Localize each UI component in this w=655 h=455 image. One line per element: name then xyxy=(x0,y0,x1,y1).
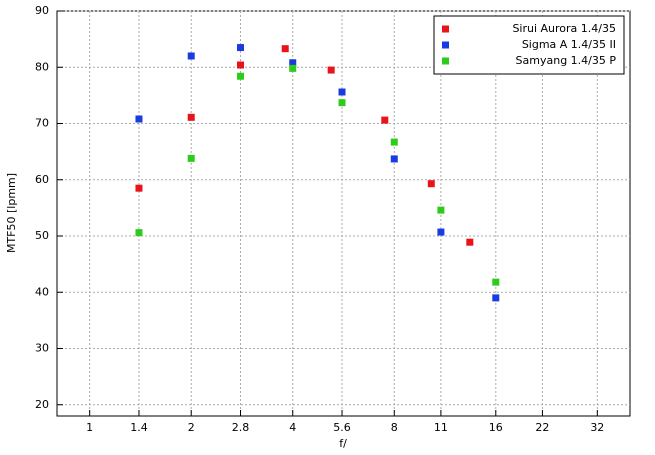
legend-marker xyxy=(442,57,449,65)
point xyxy=(338,88,346,96)
y-tick-label: 70 xyxy=(35,117,49,130)
point xyxy=(236,72,244,80)
point xyxy=(492,294,500,302)
point xyxy=(390,155,398,163)
point xyxy=(187,154,195,162)
point xyxy=(289,59,297,67)
point xyxy=(187,113,195,121)
point xyxy=(135,229,143,237)
legend-marker xyxy=(442,41,449,49)
y-tick-label: 80 xyxy=(35,60,49,73)
x-tick-label: 5.6 xyxy=(333,421,351,434)
x-tick-label: 11 xyxy=(434,421,448,434)
x-tick-label: 1 xyxy=(86,421,93,434)
y-axis-label: MTF50 [lpmm] xyxy=(5,173,18,253)
x-tick-label: 8 xyxy=(391,421,398,434)
y-tick-label: 90 xyxy=(35,4,49,17)
legend-label: Sirui Aurora 1.4/35 xyxy=(512,22,616,35)
legend-label: Samyang 1.4/35 P xyxy=(516,54,617,67)
point xyxy=(236,44,244,52)
x-tick-label: 2.8 xyxy=(232,421,250,434)
y-tick-label: 60 xyxy=(35,173,49,186)
point xyxy=(338,99,346,107)
x-tick-label: 2 xyxy=(188,421,195,434)
point xyxy=(437,228,445,236)
legend-marker xyxy=(442,25,449,33)
point xyxy=(381,116,389,124)
point xyxy=(135,115,143,123)
legend-label: Sigma A 1.4/35 II xyxy=(522,38,616,51)
legend-box xyxy=(433,15,625,75)
x-tick-label: 32 xyxy=(590,421,604,434)
y-tick-label: 50 xyxy=(35,229,49,242)
point xyxy=(236,61,244,69)
point xyxy=(427,180,435,188)
x-tick-label: 22 xyxy=(535,421,549,434)
y-tick-label: 30 xyxy=(35,342,49,355)
point xyxy=(492,278,500,286)
x-tick-label: 4 xyxy=(289,421,296,434)
y-tick-label: 20 xyxy=(35,398,49,411)
point xyxy=(281,45,289,53)
x-tick-label: 1.4 xyxy=(130,421,148,434)
point xyxy=(437,206,445,214)
point xyxy=(187,52,195,60)
point xyxy=(390,138,398,146)
x-tick-label: 16 xyxy=(489,421,503,434)
point xyxy=(327,66,335,74)
point xyxy=(289,64,297,72)
point xyxy=(466,238,474,246)
y-tick-label: 40 xyxy=(35,285,49,298)
point xyxy=(135,184,143,192)
x-axis-label: f/ xyxy=(339,437,347,450)
